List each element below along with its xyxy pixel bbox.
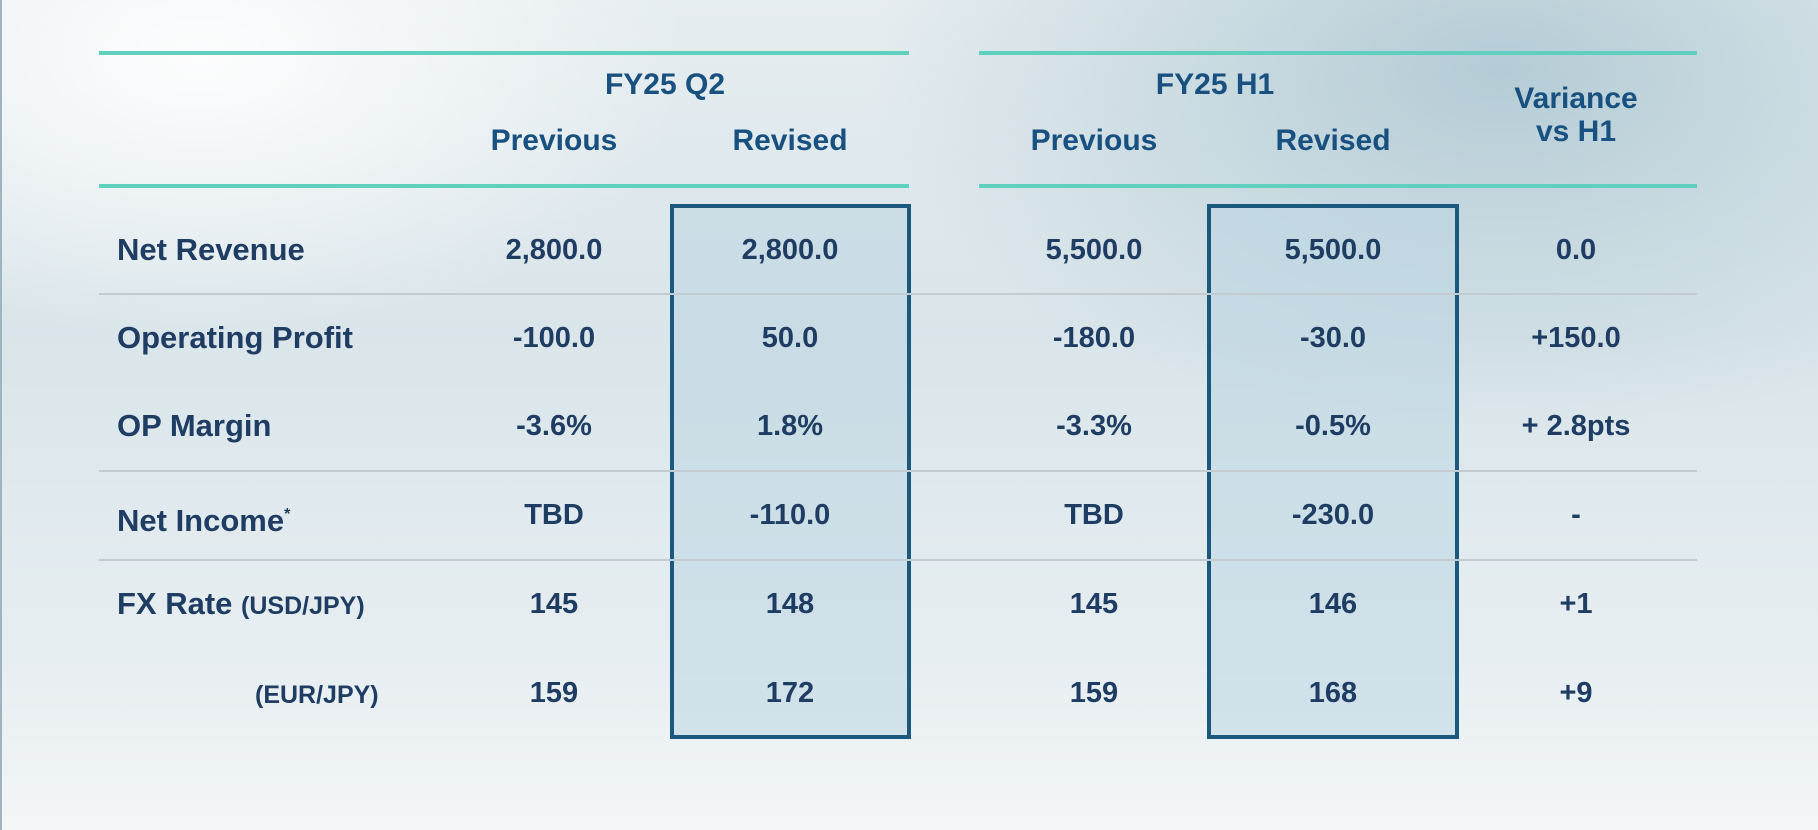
row-label-operating-profit: Operating Profit <box>117 320 353 355</box>
cell-net-revenue-h1-revised: 5,500.0 <box>1284 234 1382 266</box>
cell-fx-usd-h1-revised: 146 <box>1308 588 1358 620</box>
cell-operating-profit-h1-previous: -180.0 <box>1052 322 1136 354</box>
cell-operating-profit-q2-revised: 50.0 <box>761 322 819 354</box>
row-label-net-income: Net Income* <box>117 497 290 539</box>
cell-operating-profit-variance: +150.0 <box>1531 322 1621 354</box>
rule-header-h1 <box>979 184 1697 188</box>
cell-fx-eur-h1-previous: 159 <box>1069 677 1119 709</box>
row-separator-3 <box>99 559 1697 561</box>
cell-fx-usd-h1-previous: 145 <box>1069 588 1119 620</box>
fx-rate-usd-jpy-suffix: (USD/JPY) <box>241 592 365 620</box>
cell-fx-eur-q2-previous: 159 <box>529 677 579 709</box>
row-label-op-margin: OP Margin <box>117 408 272 443</box>
row-separator-1 <box>99 293 1697 295</box>
subheader-q2-previous: Previous <box>490 124 618 157</box>
cell-fx-eur-q2-revised: 172 <box>765 677 815 709</box>
cell-net-income-h1-previous: TBD <box>1064 499 1124 531</box>
cell-net-income-h1-revised: -230.0 <box>1291 499 1375 531</box>
cell-net-income-q2-previous: TBD <box>524 499 584 531</box>
row-separator-2 <box>99 470 1697 472</box>
footnote-mark: * <box>284 506 291 523</box>
cell-fx-eur-h1-revised: 168 <box>1308 677 1358 709</box>
cell-fx-usd-q2-previous: 145 <box>529 588 579 620</box>
cell-net-revenue-variance: 0.0 <box>1555 234 1597 266</box>
cell-fx-eur-variance: +9 <box>1559 677 1593 709</box>
cell-op-margin-q2-previous: -3.6% <box>516 410 592 442</box>
cell-op-margin-h1-previous: -3.3% <box>1056 410 1132 442</box>
cell-net-income-q2-revised: -110.0 <box>749 499 831 531</box>
cell-op-margin-q2-revised: 1.8% <box>756 410 824 442</box>
row-label-fx-rate: FX Rate (USD/JPY) <box>117 586 365 624</box>
cell-net-revenue-q2-previous: 2,800.0 <box>505 234 603 266</box>
rule-header-q2 <box>99 184 909 188</box>
subheader-q2-revised: Revised <box>732 124 848 157</box>
cell-net-revenue-h1-previous: 5,500.0 <box>1045 234 1143 266</box>
subheader-h1-previous: Previous <box>1030 124 1158 157</box>
cell-op-margin-h1-revised: -0.5% <box>1295 410 1371 442</box>
cell-fx-usd-q2-revised: 148 <box>765 588 815 620</box>
variance-header-line2: vs H1 <box>1535 115 1617 148</box>
subheader-h1-revised: Revised <box>1275 124 1391 157</box>
net-income-label-text: Net Income <box>117 503 285 538</box>
variance-header: Variance vs H1 <box>1476 82 1676 148</box>
fx-rate-label-text: FX Rate <box>117 586 233 621</box>
row-label-net-revenue: Net Revenue <box>117 232 305 267</box>
variance-header-line1: Variance <box>1514 82 1638 115</box>
cell-op-margin-variance: + 2.8pts <box>1521 410 1631 442</box>
cell-operating-profit-q2-previous: -100.0 <box>512 322 596 354</box>
left-edge-line <box>0 0 2 830</box>
rule-top-h1 <box>979 51 1697 55</box>
group-header-q2: FY25 Q2 <box>604 68 726 101</box>
row-label-eur-jpy: (EUR/JPY) <box>255 675 379 713</box>
cell-net-income-variance: - <box>1571 499 1581 531</box>
cell-operating-profit-h1-revised: -30.0 <box>1299 322 1367 354</box>
rule-top-q2 <box>99 51 909 55</box>
cell-fx-usd-variance: +1 <box>1559 588 1593 620</box>
group-header-h1: FY25 H1 <box>1155 68 1275 101</box>
eur-jpy-label-text: (EUR/JPY) <box>255 681 379 709</box>
cell-net-revenue-q2-revised: 2,800.0 <box>741 234 839 266</box>
